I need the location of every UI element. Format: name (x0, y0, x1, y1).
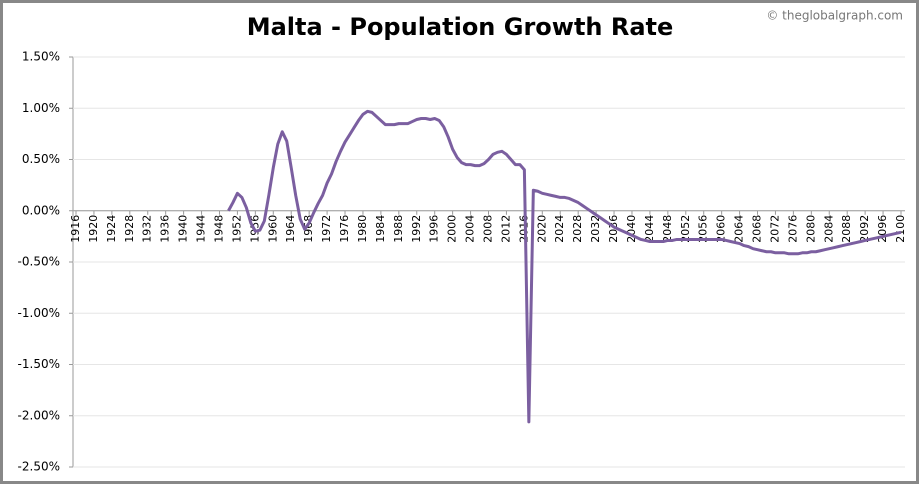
y-tick-label: -1.00% (18, 306, 60, 320)
chart-title: Malta - Population Growth Rate (247, 13, 674, 41)
x-tick-label: 1968 (302, 215, 315, 243)
x-tick-label: 2076 (786, 215, 799, 243)
y-tick-label: -2.00% (18, 408, 60, 422)
x-tick-label: 1992 (410, 215, 423, 243)
x-tick-label: 2060 (715, 215, 728, 243)
x-tick-label: 2000 (446, 215, 459, 243)
credit: © theglobalgraph.com (766, 9, 903, 23)
x-tick-label: 2092 (858, 215, 871, 243)
x-tick-label: 2024 (553, 215, 566, 243)
x-tick-label: 2016 (517, 215, 530, 243)
x-tick-label: 1932 (141, 215, 154, 243)
x-tick-label: 2072 (768, 215, 781, 243)
x-tick-label: 1940 (177, 215, 190, 243)
x-tick-label: 1928 (123, 215, 136, 243)
x-tick-label: 1916 (69, 215, 82, 243)
x-tick-label: 1952 (230, 215, 243, 243)
x-tick-label: 2020 (535, 215, 548, 243)
y-tick-label: -2.50% (18, 460, 60, 474)
y-tick-label: 1.50% (22, 50, 60, 64)
x-tick-label: 2056 (697, 215, 710, 243)
x-tick-label: 1944 (195, 215, 208, 243)
x-tick-label: 2028 (571, 215, 584, 243)
x-tick-label: 1984 (374, 215, 387, 243)
x-tick-label: 1972 (320, 215, 333, 243)
x-tick-label: 2008 (482, 215, 495, 243)
x-tick-label: 2044 (643, 215, 656, 243)
x-tick-label: 2048 (661, 215, 674, 243)
x-tick-label: 2080 (804, 215, 817, 243)
x-tick-label: 2032 (589, 215, 602, 243)
x-tick-label: 1960 (266, 215, 279, 243)
x-tick-label: 1948 (212, 215, 225, 243)
x-tick-label: 2088 (840, 215, 853, 243)
x-tick-label: 1964 (284, 215, 297, 243)
x-tick-label: 2068 (751, 215, 764, 243)
x-tick-label: 2012 (499, 215, 512, 243)
y-tick-label: 0.00% (22, 203, 60, 217)
y-tick-label: 1.00% (22, 101, 60, 115)
y-tick-label: -0.50% (18, 255, 60, 269)
y-tick-label: -1.50% (18, 357, 60, 371)
x-tick-label: 2052 (679, 215, 692, 243)
x-tick-label: 1980 (356, 215, 369, 243)
x-tick-label: 1988 (392, 215, 405, 243)
x-tick-label: 1996 (428, 215, 441, 243)
x-tick-label: 1936 (159, 215, 172, 243)
data-line (227, 109, 902, 424)
y-tick-label: 0.50% (22, 152, 60, 166)
x-tick-label: 1920 (87, 215, 100, 243)
x-tick-label: 2100 (894, 215, 907, 243)
x-tick-label: 1976 (338, 215, 351, 243)
x-tick-label: 1924 (105, 215, 118, 243)
x-tick-label: 2004 (464, 215, 477, 243)
x-tick-label: 2064 (733, 215, 746, 243)
x-tick-label: 2084 (822, 215, 835, 243)
x-tick-label: 2036 (607, 215, 620, 243)
